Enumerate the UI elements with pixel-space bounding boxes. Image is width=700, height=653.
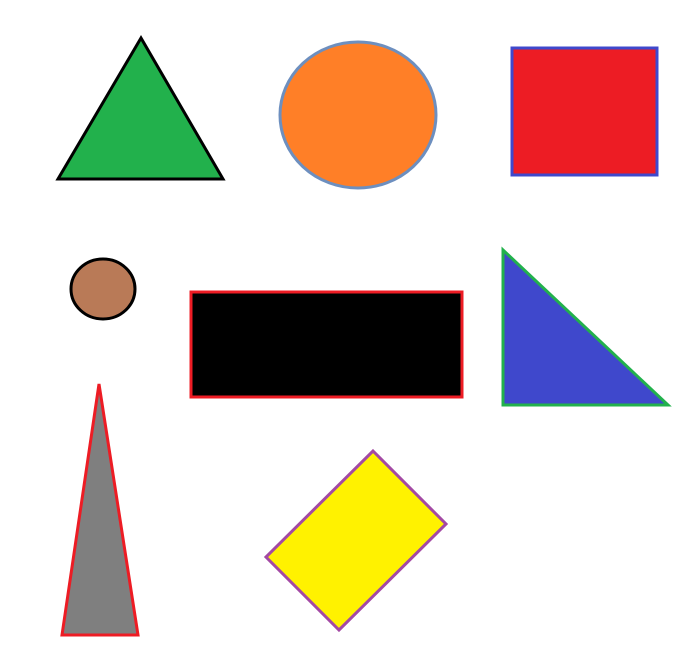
green-triangle — [55, 35, 226, 181]
black-rectangle — [189, 290, 464, 399]
brown-small-circle — [69, 257, 137, 321]
gray-tall-triangle — [60, 383, 140, 637]
red-square — [510, 46, 659, 177]
orange-circle — [278, 40, 438, 190]
blue-right-triangle — [501, 246, 672, 407]
yellow-rotated-rectangle — [263, 448, 449, 633]
